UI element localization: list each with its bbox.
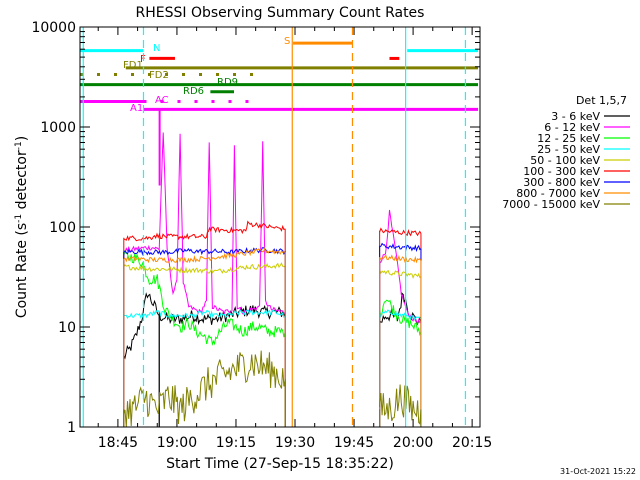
flag-ac: AC: [143, 95, 262, 106]
flag-rd9: RD9: [80, 77, 479, 88]
series-line: [379, 309, 422, 321]
series-line: [379, 254, 422, 264]
series-line: [123, 262, 286, 274]
series-line: [379, 227, 422, 237]
series-12-25-kev: [123, 250, 422, 427]
series-line: [123, 246, 286, 264]
y-axis-label-start: Count Rate (s: [14, 223, 30, 318]
y-axis-label-end: ): [14, 136, 30, 141]
series-line: [158, 304, 286, 326]
x-tick-label: 20:00: [393, 435, 433, 451]
y-tick-label: 1: [67, 420, 76, 436]
y-axis: 1 10 100 1000 10000: [31, 20, 480, 436]
series-line: [123, 350, 286, 428]
series-line: [123, 220, 286, 242]
legend-label-7000-15000-kev: 7000 - 15000 keV: [502, 198, 600, 211]
timestamp: 31-Oct-2021 15:22: [560, 467, 636, 476]
series-line: [379, 292, 422, 326]
x-axis: 18:45 19:00 19:15 19:30 19:45 20:00 20:15: [98, 27, 492, 451]
series-line: [379, 269, 422, 280]
legend-label-800-7000-kev: 800 - 7000 keV: [516, 187, 600, 200]
flag-n: N: [80, 43, 479, 54]
y-tick-label: 10000: [31, 20, 76, 36]
legend-label-3-6-kev: 3 - 6 keV: [551, 110, 600, 123]
y-tick-label: 100: [49, 220, 76, 236]
series-line: [379, 384, 422, 425]
series-line: [379, 299, 422, 337]
legend-label-100-300-kev: 100 - 300 keV: [523, 165, 600, 178]
series-line: [123, 246, 286, 256]
flag-f: F: [140, 54, 400, 65]
x-axis-label: Start Time (27-Sep-15 18:35:22): [166, 456, 394, 472]
series-line: [123, 292, 160, 360]
legend-label-12-25-kev: 12 - 25 keV: [537, 132, 600, 145]
x-tick-label: 19:00: [157, 435, 197, 451]
series-line: [123, 250, 286, 346]
series-800-7000-kev: [123, 246, 422, 427]
plot-frame: [79, 26, 481, 428]
x-tick-label: 19:30: [275, 435, 315, 451]
series-50-100-kev: [123, 262, 422, 427]
series-7000-15000-kev: [123, 350, 422, 428]
series-line: [379, 242, 422, 253]
x-tick-label: 19:45: [334, 435, 374, 451]
series-line: [123, 308, 286, 320]
y-axis-label-sup2: -1: [14, 141, 24, 150]
y-tick-label: 10: [58, 320, 76, 336]
flag-label: A1: [130, 103, 143, 114]
flag-a1: A1: [80, 99, 144, 114]
flag-label: RD9: [217, 77, 238, 88]
series-6-12-kev: [123, 132, 422, 427]
flag-label: FD1: [123, 60, 143, 71]
plot-area: [123, 109, 422, 428]
flag-label: AC: [155, 95, 169, 106]
y-tick-label: 1000: [40, 120, 76, 136]
flag-label: S: [284, 36, 290, 47]
series-line: [379, 209, 422, 325]
flag-label: FD2: [149, 70, 169, 81]
flag-fd2: FD2: [80, 70, 262, 81]
flag-label: RD6: [183, 86, 204, 97]
x-tick-label: 19:15: [216, 435, 256, 451]
legend-title: Det 1,5,7: [576, 94, 627, 107]
flag-s: S: [284, 36, 353, 47]
x-tick-label: 20:15: [452, 435, 492, 451]
y-axis-label: Count Rate (s-1 detector-1): [14, 136, 30, 318]
legend-label-25-50-kev: 25 - 50 keV: [537, 143, 600, 156]
legend-label-300-800-kev: 300 - 800 keV: [523, 176, 600, 189]
legend-label-50-100-kev: 50 - 100 keV: [530, 154, 600, 167]
y-axis-label-mid: detector: [14, 150, 30, 214]
series-300-800-kev: [123, 242, 422, 427]
y-axis-label-sup: -1: [14, 214, 24, 223]
chart-title: RHESSI Observing Summary Count Rates: [136, 5, 425, 21]
series-line: [123, 132, 286, 316]
x-tick-label: 18:45: [98, 435, 138, 451]
flag-rd6: RD6: [183, 86, 235, 97]
legend-label-6-12-kev: 6 - 12 keV: [544, 121, 600, 134]
vertical-markers: [82, 27, 467, 427]
flag-label: N: [153, 43, 160, 54]
flag-fd1: FD1: [123, 60, 479, 71]
